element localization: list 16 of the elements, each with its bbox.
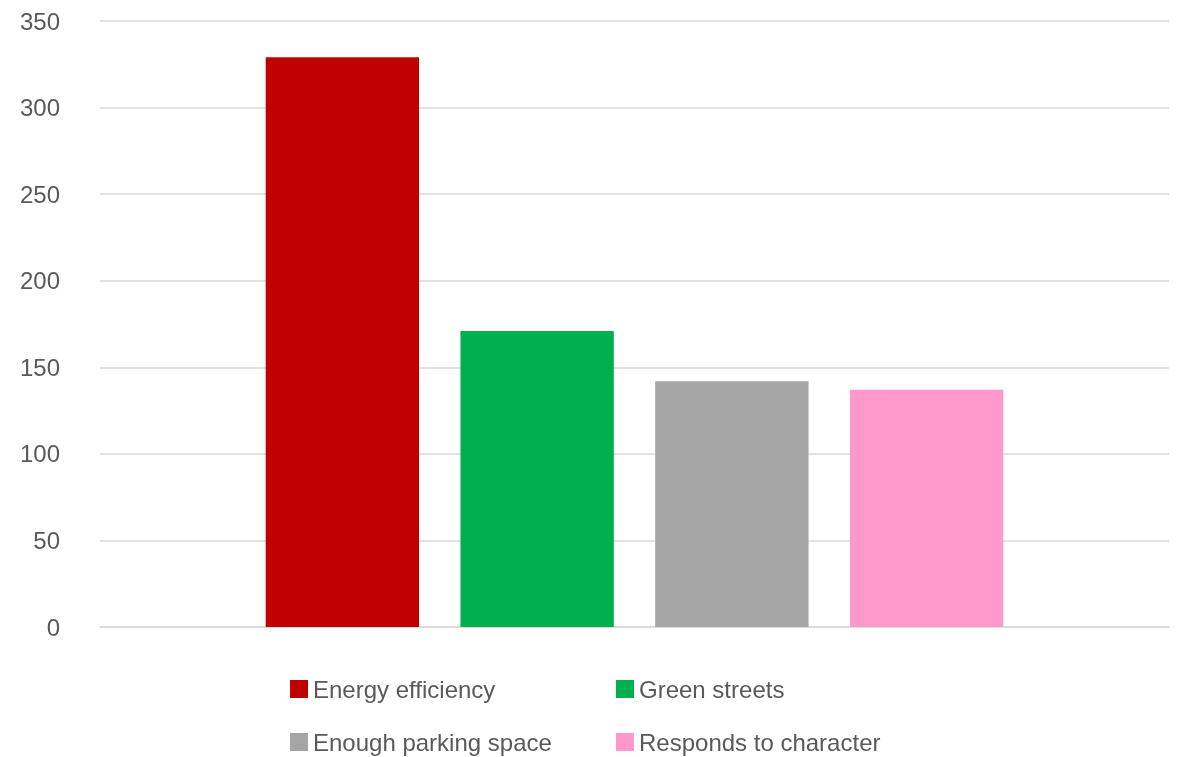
legend-label: Responds to character bbox=[639, 728, 881, 756]
bar bbox=[655, 381, 809, 627]
y-tick-label: 150 bbox=[19, 353, 60, 381]
bar bbox=[460, 330, 614, 627]
bar bbox=[849, 389, 1004, 627]
y-tick-label: 350 bbox=[19, 7, 60, 35]
legend-label: Energy efficiency bbox=[313, 675, 496, 703]
y-tick-label: 250 bbox=[19, 180, 60, 208]
bar bbox=[265, 57, 420, 627]
y-tick-label: 0 bbox=[46, 613, 60, 641]
y-tick-label: 100 bbox=[19, 440, 60, 468]
legend-label: Green streets bbox=[639, 675, 785, 703]
y-tick-label: 50 bbox=[33, 526, 60, 554]
y-tick-label: 300 bbox=[19, 94, 60, 122]
y-tick-label: 200 bbox=[19, 267, 60, 295]
legend-label: Enough parking space bbox=[313, 728, 552, 756]
